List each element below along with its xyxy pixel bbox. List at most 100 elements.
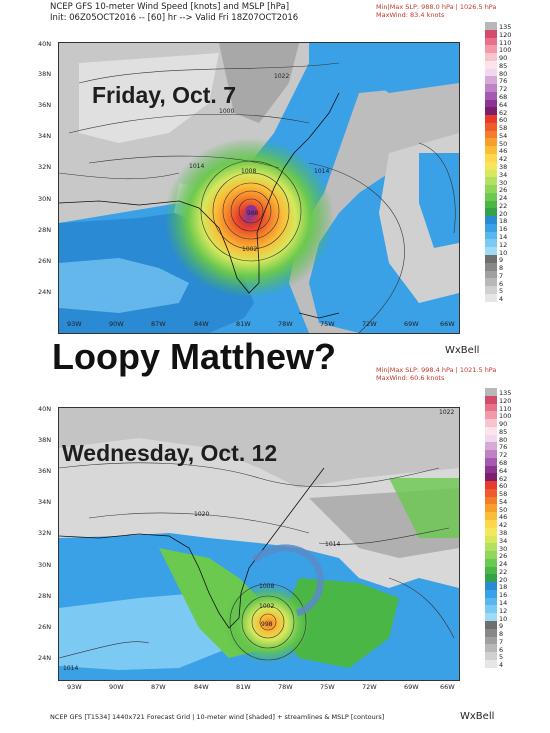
lon-label: 66W — [440, 683, 455, 691]
bottom-minmax-slp: Min|Max SLP: 998.4 hPa | 1021.5 hPa — [376, 366, 497, 374]
top-map-svg: 988 1022 1000 1008 1014 1014 1002 — [59, 43, 459, 333]
colorbar-swatch — [485, 551, 497, 559]
colorbar-swatch — [485, 239, 497, 248]
colorbar-label: 135 — [499, 23, 512, 31]
bottom-colorbar — [485, 388, 497, 668]
lat-label: 36N — [38, 467, 52, 475]
colorbar-swatch — [485, 520, 497, 528]
top-minmax-slp: Min|Max SLP: 988.0 hPa | 1026.5 hPa — [376, 3, 497, 11]
colorbar-label: 60 — [499, 482, 508, 491]
colorbar-label: 16 — [499, 591, 508, 600]
colorbar-label: 8 — [499, 630, 504, 639]
top-header-title: NCEP GFS 10-meter Wind Speed [knots] and… — [50, 2, 290, 12]
colorbar-swatch — [485, 659, 497, 668]
bottom-minmax: Min|Max SLP: 998.4 hPa | 1021.5 hPa MaxW… — [376, 366, 496, 382]
colorbar-swatch — [485, 293, 497, 302]
colorbar-label: 110 — [499, 38, 512, 47]
top-isobar-label-1000: 1000 — [219, 108, 234, 115]
colorbar-swatch — [485, 527, 497, 536]
colorbar-label: 10 — [499, 614, 508, 623]
colorbar-swatch — [485, 177, 497, 186]
colorbar-label: 120 — [499, 30, 512, 39]
colorbar-label: 6 — [499, 645, 504, 654]
top-high-label: 1022 — [274, 73, 289, 80]
lon-label: 75W — [320, 683, 335, 691]
colorbar-label: 20 — [499, 209, 508, 218]
colorbar-swatch — [485, 597, 497, 606]
colorbar-label: 10 — [499, 248, 508, 257]
colorbar-label: 62 — [499, 474, 508, 483]
colorbar-label: 12 — [499, 606, 508, 615]
colorbar-label: 24 — [499, 560, 508, 569]
colorbar-label: 34 — [499, 536, 508, 545]
colorbar-swatch — [485, 457, 497, 466]
colorbar-swatch — [485, 419, 497, 427]
colorbar-label: 14 — [499, 233, 508, 241]
colorbar-label: 72 — [499, 85, 508, 94]
bottom-isobar-label-1014b: 1014 — [63, 665, 78, 672]
colorbar-label: 68 — [499, 93, 508, 101]
colorbar-swatch — [485, 481, 497, 489]
bottom-center-pressure: 998 — [261, 621, 273, 628]
brand-logo-bottom: WxBell — [460, 711, 495, 722]
colorbar-label: 18 — [499, 583, 508, 592]
colorbar-swatch — [485, 488, 497, 497]
colorbar-swatch — [485, 29, 497, 38]
colorbar-label: 5 — [499, 287, 504, 296]
colorbar-swatch — [485, 450, 497, 458]
lon-label: 78W — [278, 320, 293, 328]
lat-label: 28N — [38, 592, 52, 600]
colorbar-label: 6 — [499, 279, 504, 288]
colorbar-swatch — [485, 130, 497, 139]
top-map: 988 1022 1000 1008 1014 1014 1002 — [58, 42, 460, 334]
colorbar-label: 46 — [499, 147, 508, 156]
lon-label: 93W — [67, 683, 82, 691]
top-colorbar — [485, 22, 497, 302]
lat-label: 36N — [38, 101, 52, 109]
lon-label: 87W — [151, 683, 166, 691]
colorbar-swatch — [485, 76, 497, 85]
colorbar-label: 26 — [499, 552, 508, 561]
colorbar-swatch — [485, 84, 497, 92]
colorbar-swatch — [485, 620, 497, 629]
bottom-isobar-label-1020: 1020 — [194, 511, 209, 518]
brand-logo-top: WxBell — [445, 345, 480, 356]
colorbar-label: 85 — [499, 61, 508, 70]
colorbar-swatch — [485, 99, 497, 108]
lat-label: 30N — [38, 561, 52, 569]
lat-label: 28N — [38, 226, 52, 234]
colorbar-label: 14 — [499, 599, 508, 607]
colorbar-label: 60 — [499, 116, 508, 125]
colorbar-swatch — [485, 566, 497, 575]
colorbar-label: 9 — [499, 256, 504, 265]
colorbar-label: 58 — [499, 490, 508, 499]
colorbar-label: 22 — [499, 201, 508, 210]
lat-label: 32N — [38, 529, 52, 537]
colorbar-label: 30 — [499, 544, 508, 553]
colorbar-swatch — [485, 146, 497, 155]
colorbar-label: 50 — [499, 139, 508, 148]
top-header: NCEP GFS 10-meter Wind Speed [knots] and… — [50, 2, 298, 24]
colorbar-swatch — [485, 231, 497, 240]
colorbar-swatch — [485, 613, 497, 621]
page-title: Loopy Matthew? — [52, 336, 336, 377]
colorbar-swatch — [485, 53, 497, 61]
colorbar-label: 76 — [499, 77, 508, 86]
colorbar-label: 54 — [499, 497, 508, 506]
colorbar-label: 90 — [499, 54, 508, 63]
lon-label: 84W — [194, 320, 209, 328]
colorbar-swatch — [485, 22, 497, 30]
lat-label: 38N — [38, 436, 52, 444]
colorbar-label: 85 — [499, 427, 508, 436]
top-date-overlay: Friday, Oct. 7 — [92, 82, 237, 108]
colorbar-swatch — [485, 208, 497, 217]
top-header-init: Init: 06Z05OCT2016 -- [60] hr --> Valid … — [50, 13, 299, 23]
colorbar-label: 26 — [499, 186, 508, 195]
colorbar-label: 90 — [499, 420, 508, 429]
lon-label: 81W — [236, 683, 251, 691]
colorbar-swatch — [485, 270, 497, 279]
colorbar-swatch — [485, 154, 497, 162]
colorbar-swatch — [485, 60, 497, 69]
colorbar-label: 30 — [499, 178, 508, 187]
colorbar-label: 76 — [499, 443, 508, 452]
